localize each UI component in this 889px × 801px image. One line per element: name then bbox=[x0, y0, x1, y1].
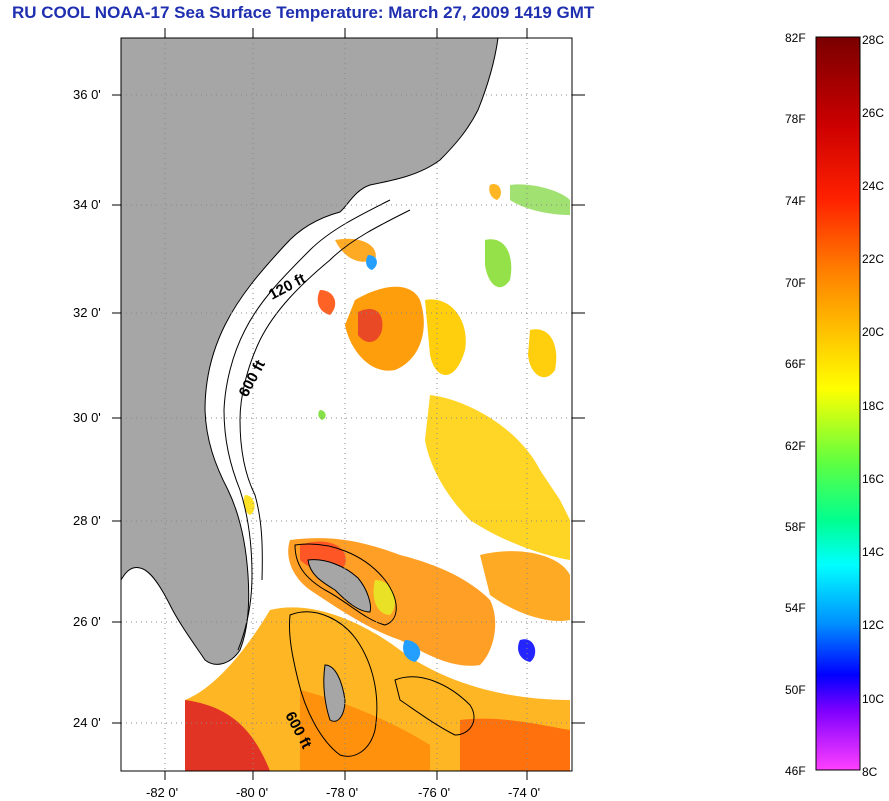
lon-label: -80 0' bbox=[236, 785, 268, 800]
colorbar-f-label: 66F bbox=[785, 357, 806, 371]
colorbar-c-label: 26C bbox=[862, 106, 884, 120]
map-title: RU COOL NOAA-17 Sea Surface Temperature:… bbox=[12, 3, 595, 22]
lat-label: 32 0' bbox=[73, 305, 101, 320]
isobath-600ft bbox=[239, 209, 411, 581]
colorbar-f-label: 62F bbox=[785, 439, 806, 453]
lon-label: -82 0' bbox=[146, 785, 178, 800]
colorbar-f-label: 50F bbox=[785, 683, 806, 697]
colorbar-c-label: 16C bbox=[862, 472, 884, 486]
lat-label: 34 0' bbox=[73, 197, 101, 212]
sst-patches bbox=[185, 183, 570, 771]
isobath-bahamas bbox=[289, 611, 378, 757]
colorbar bbox=[815, 36, 861, 771]
map-gridlines bbox=[121, 38, 572, 771]
isobath-bahamas bbox=[294, 543, 397, 626]
colorbar-f-labels: 82F 78F 74F 70F 66F 62F 58F 54F 50F 46F bbox=[785, 31, 806, 778]
colorbar-c-label: 14C bbox=[862, 545, 884, 559]
colorbar-c-label: 22C bbox=[862, 252, 884, 266]
colorbar-c-label: 18C bbox=[862, 399, 884, 413]
colorbar-f-label: 70F bbox=[785, 276, 806, 290]
lat-label: 36 0' bbox=[73, 87, 101, 102]
colorbar-c-label: 10C bbox=[862, 692, 884, 706]
colorbar-f-label: 46F bbox=[785, 764, 806, 778]
us-coast-land bbox=[121, 38, 499, 665]
colorbar-c-labels: 28C 26C 24C 22C 20C 18C 16C 14C 12C 10C … bbox=[862, 33, 884, 779]
colorbar-c-label: 28C bbox=[862, 33, 884, 47]
map-ticks bbox=[112, 28, 585, 780]
colorbar-f-label: 78F bbox=[785, 112, 806, 126]
lat-label: 26 0' bbox=[73, 614, 101, 629]
lon-label: -74 0' bbox=[508, 785, 540, 800]
colorbar-c-label: 20C bbox=[862, 325, 884, 339]
lon-label: -76 0' bbox=[418, 785, 450, 800]
lat-label: 30 0' bbox=[73, 410, 101, 425]
isobath-bahamas bbox=[394, 676, 475, 736]
bahamas-island bbox=[323, 664, 346, 722]
colorbar-f-label: 54F bbox=[785, 601, 806, 615]
lon-label: -78 0' bbox=[326, 785, 358, 800]
colorbar-f-label: 58F bbox=[785, 520, 806, 534]
colorbar-c-label: 8C bbox=[862, 765, 878, 779]
map-frame bbox=[120, 37, 573, 772]
lat-label: 28 0' bbox=[73, 513, 101, 528]
isobath-120ft bbox=[223, 199, 391, 651]
colorbar-f-label: 82F bbox=[785, 31, 806, 45]
colorbar-c-label: 12C bbox=[862, 618, 884, 632]
lat-label: 24 0' bbox=[73, 715, 101, 730]
colorbar-c-label: 24C bbox=[862, 179, 884, 193]
colorbar-f-label: 74F bbox=[785, 194, 806, 208]
